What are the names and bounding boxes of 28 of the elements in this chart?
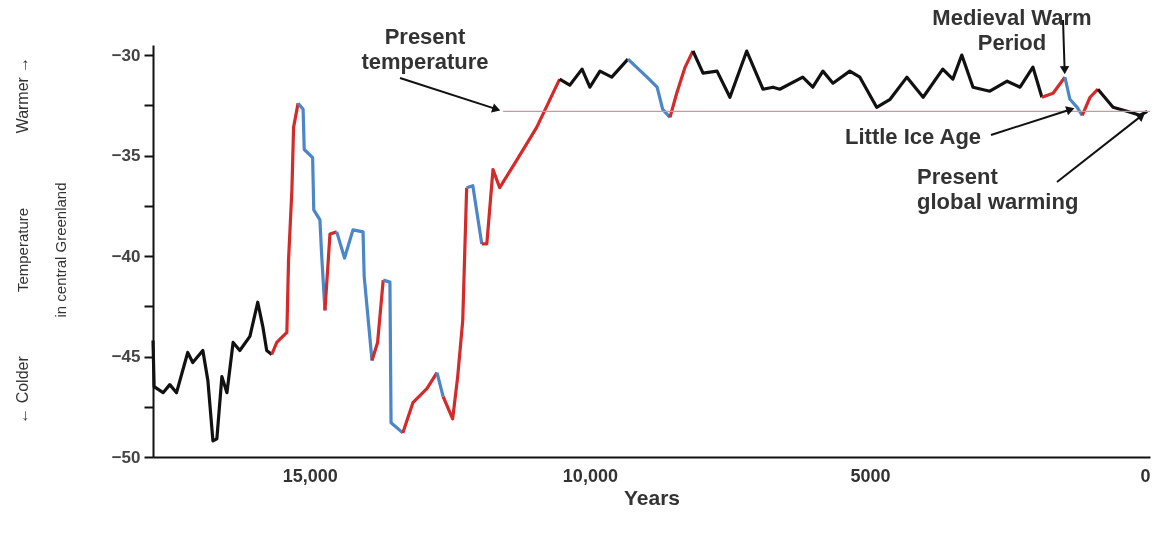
x-tick-label: 5000 (850, 465, 891, 486)
x-tick-label: 10,000 (562, 465, 618, 486)
text: Warmer → (14, 56, 31, 134)
line-series (441, 186, 469, 421)
line-series (480, 77, 562, 246)
line-series (558, 57, 630, 89)
line-series (1063, 75, 1084, 117)
y-tick-label: −30 (111, 45, 141, 65)
y-tick-label: −40 (111, 246, 141, 266)
text: Temperature in central Greenland (14, 182, 69, 318)
y-tick-label: −45 (111, 347, 141, 367)
line-series (626, 57, 672, 119)
y-tick-label: −50 (111, 447, 141, 467)
line-series (270, 101, 300, 357)
annotation: Medieval Warm Period (932, 5, 1092, 55)
line-series (335, 228, 374, 363)
x-axis-title: Years (623, 485, 681, 509)
line-series (668, 49, 695, 119)
annotation: Present temperature (361, 24, 489, 74)
annotation: Little Ice Age (845, 124, 982, 149)
x-tick-label: 0 (1140, 465, 1151, 486)
line-series (691, 49, 1044, 109)
line-series (401, 370, 439, 435)
y-tick-label: −35 (111, 146, 141, 166)
annotation: Present global warming (917, 164, 1079, 214)
text: ← Colder (14, 355, 31, 424)
line-series (381, 278, 405, 435)
x-tick-label: 15,000 (282, 465, 338, 486)
